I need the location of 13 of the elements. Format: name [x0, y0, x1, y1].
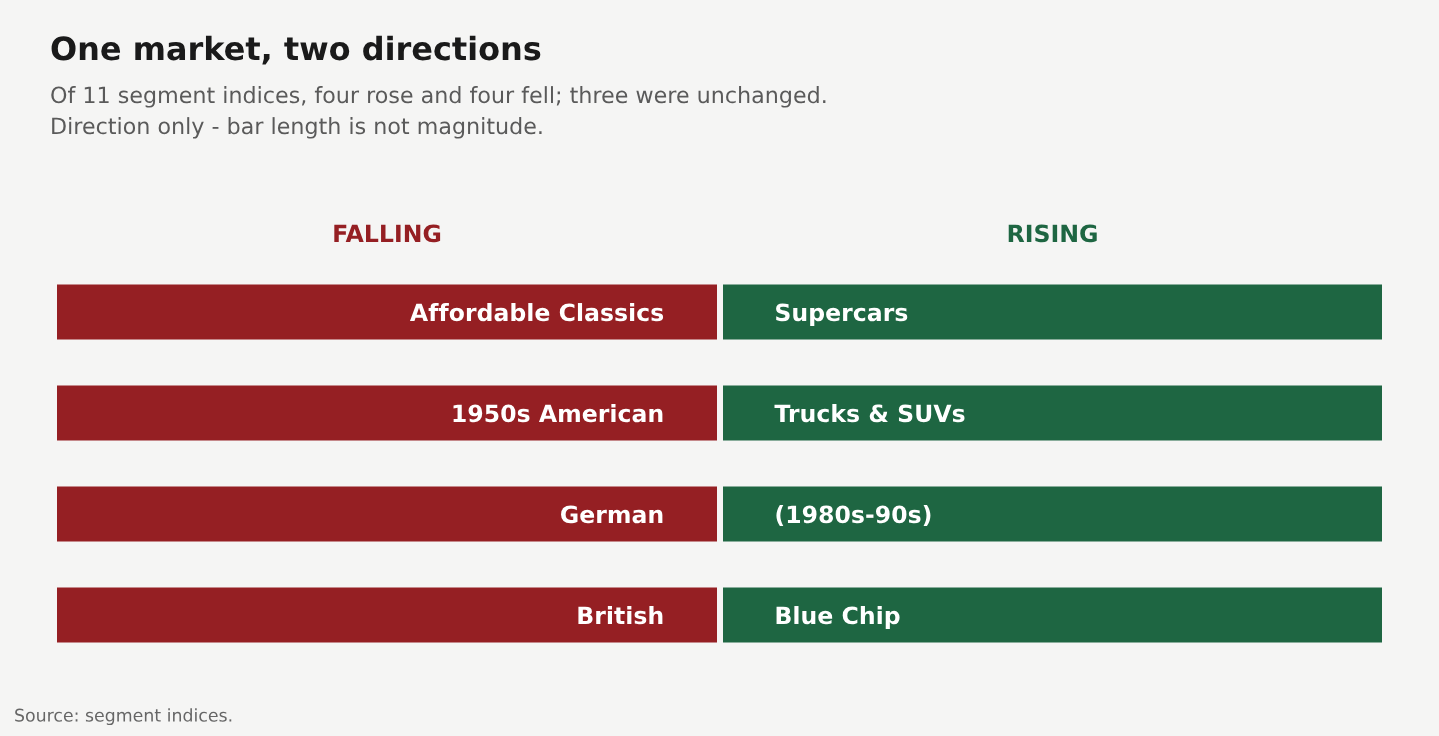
y-tick-label: Affordable Classics — [409, 303, 664, 322]
chart-title: One market, two directions — [51, 35, 541, 65]
y-tick-label: Blue Chip — [776, 606, 900, 629]
series-label: RISING — [1008, 224, 1097, 243]
chart-subtitle: Of 11 segment indices, four rose and four fell; three were unchanged. Direction only - bar length is not magnitude. — [51, 86, 826, 139]
source-note: Source: segment indices. — [15, 708, 232, 726]
y-tick-label: Supercars — [776, 303, 908, 326]
y-tick-label: German — [561, 505, 663, 524]
y-tick-label: 1950s American — [453, 404, 663, 423]
series-label: FALLING — [334, 224, 441, 243]
y-tick-label: (1980s-90s) — [776, 505, 931, 527]
y-tick-label: Trucks & SUVs — [774, 404, 965, 423]
y-tick-label: British — [578, 606, 663, 625]
